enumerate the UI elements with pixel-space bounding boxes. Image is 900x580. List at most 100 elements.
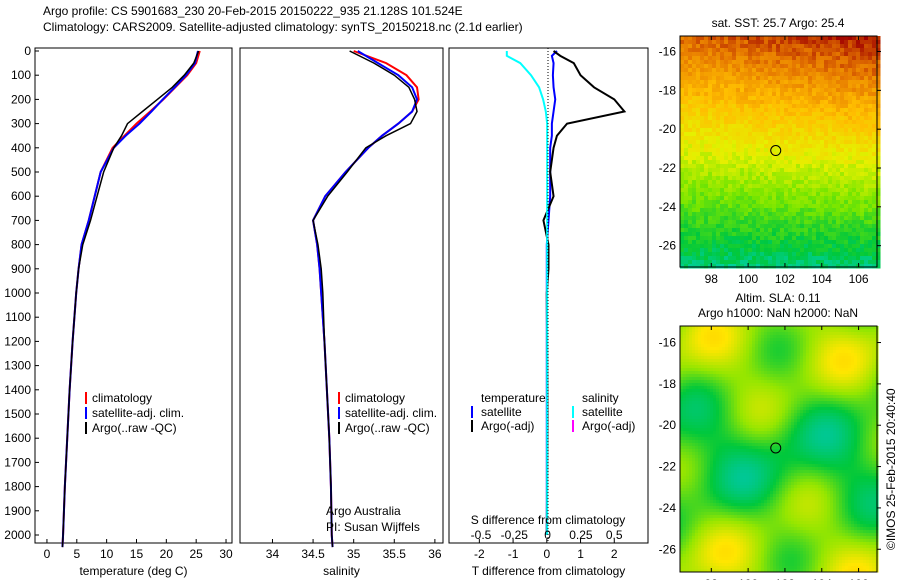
map-cell: [707, 455, 711, 459]
map-cell: [856, 148, 861, 153]
map-cell: [844, 148, 849, 153]
map-cell: [728, 545, 732, 549]
map-cell: [680, 188, 685, 193]
map-cell: [710, 404, 714, 408]
map-cell: [864, 168, 869, 173]
map-cell: [752, 224, 757, 229]
map-cell: [864, 112, 869, 117]
map-cell: [708, 220, 713, 225]
map-cell: [832, 60, 837, 65]
map-cell: [725, 512, 729, 516]
map-cell: [820, 124, 825, 129]
map-cell: [728, 164, 733, 169]
map-cell: [852, 60, 857, 65]
map-cell: [808, 200, 813, 205]
map-cell: [722, 446, 726, 450]
map-cell: [864, 76, 869, 81]
map-cell: [746, 407, 750, 411]
map-cell: [872, 124, 877, 129]
map-cell: [788, 160, 793, 165]
map-cell: [736, 108, 741, 113]
map-cell: [748, 176, 753, 181]
map-cell: [856, 108, 861, 113]
map-cell: [734, 437, 738, 441]
map-cell: [796, 124, 801, 129]
map-cell: [737, 434, 741, 438]
map-cell: [784, 216, 789, 221]
map-cell: [832, 192, 837, 197]
y-tick-label: 1900: [4, 504, 31, 518]
map-cell: [692, 338, 696, 342]
map-cell: [743, 473, 747, 477]
map-cell: [700, 264, 705, 269]
map-cell: [796, 96, 801, 101]
map-cell: [872, 164, 877, 169]
map-cell: [734, 470, 738, 474]
map-cell: [720, 128, 725, 133]
map-cell: [760, 92, 765, 97]
map-cell: [756, 172, 761, 177]
map-cell: [804, 204, 809, 209]
map-cell: [698, 539, 702, 543]
map-cell: [689, 347, 693, 351]
map-cell: [756, 88, 761, 93]
map-cell: [689, 560, 693, 564]
map-cell: [732, 192, 737, 197]
map-cell: [689, 407, 693, 411]
map-cell: [686, 548, 690, 552]
map-cell: [713, 479, 717, 483]
map-cell: [764, 100, 769, 105]
map-cell: [725, 461, 729, 465]
map-cell: [728, 347, 732, 351]
map-cell: [844, 44, 849, 49]
map-cell: [737, 365, 741, 369]
map-cell: [700, 40, 705, 45]
map-cell: [768, 100, 773, 105]
map-cell: [712, 196, 717, 201]
map-cell: [731, 341, 735, 345]
map-cell: [737, 503, 741, 507]
map-cell: [812, 192, 817, 197]
map-cell: [683, 326, 687, 330]
map-cell: [744, 80, 749, 85]
map-cell: [828, 184, 833, 189]
map-cell: [680, 252, 685, 257]
map-cell: [731, 392, 735, 396]
map-cell: [696, 244, 701, 249]
map-cell: [788, 128, 793, 133]
map-cell: [748, 224, 753, 229]
map-cell: [746, 392, 750, 396]
map-cell: [720, 196, 725, 201]
map-cell: [737, 371, 741, 375]
map-cell: [808, 224, 813, 229]
map-cell: [680, 494, 684, 498]
map-cell: [680, 395, 684, 399]
map-cell: [740, 536, 744, 540]
map-cell: [792, 64, 797, 69]
map-cell: [722, 476, 726, 480]
map-cell: [788, 96, 793, 101]
map-cell: [812, 180, 817, 185]
map-cell: [720, 228, 725, 233]
map-cell: [695, 389, 699, 393]
map-cell: [686, 569, 690, 573]
map-cell: [689, 374, 693, 378]
map-cell: [740, 539, 744, 543]
map-cell: [734, 539, 738, 543]
map-cell: [844, 216, 849, 221]
map-cell: [740, 359, 744, 363]
map-cell: [725, 347, 729, 351]
map-cell: [844, 64, 849, 69]
map-cell: [748, 132, 753, 137]
map-cell: [696, 220, 701, 225]
map-cell: [876, 44, 881, 49]
map-cell: [740, 377, 744, 381]
map-cell: [764, 252, 769, 257]
map-cell: [713, 467, 717, 471]
map-cell: [704, 200, 709, 205]
map-cell: [788, 192, 793, 197]
map-cell: [725, 443, 729, 447]
map-cell: [796, 52, 801, 57]
map-cell: [804, 56, 809, 61]
map-cell: [728, 542, 732, 546]
